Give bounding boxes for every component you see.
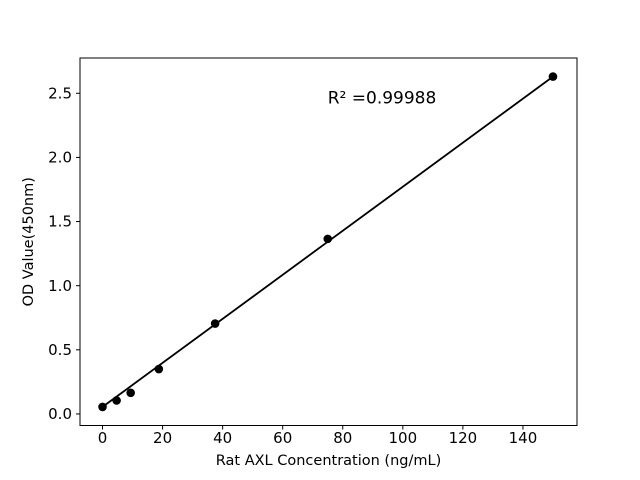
y-tick-label: 1.0: [48, 277, 72, 295]
data-point: [112, 396, 121, 405]
y-tick-label: 2.5: [48, 84, 72, 102]
x-tick-label: 0: [98, 429, 108, 447]
x-tick-label: 60: [273, 429, 292, 447]
y-axis-label: OD Value(450nm): [21, 177, 37, 306]
x-axis-label: Rat AXL Concentration (ng/mL): [216, 453, 441, 469]
y-tick-label: 0.5: [48, 341, 72, 359]
y-tick-label: 2.0: [48, 149, 72, 167]
y-tick-label: 1.5: [48, 213, 72, 231]
data-point: [126, 388, 135, 398]
data-point: [548, 72, 558, 81]
x-tick-label: 140: [509, 429, 538, 447]
data-point: [98, 402, 107, 412]
x-tick-label: 20: [153, 429, 172, 447]
x-tick-label: 120: [449, 429, 478, 447]
data-point: [210, 319, 220, 328]
x-tick-label: 100: [389, 429, 418, 447]
r-squared-annotation: R² =0.99988: [328, 89, 437, 109]
x-tick-label: 40: [213, 429, 232, 447]
y-tick-label: 0.0: [48, 405, 72, 423]
data-point: [323, 234, 333, 244]
x-tick-label: 80: [333, 429, 352, 447]
data-point: [154, 364, 164, 374]
